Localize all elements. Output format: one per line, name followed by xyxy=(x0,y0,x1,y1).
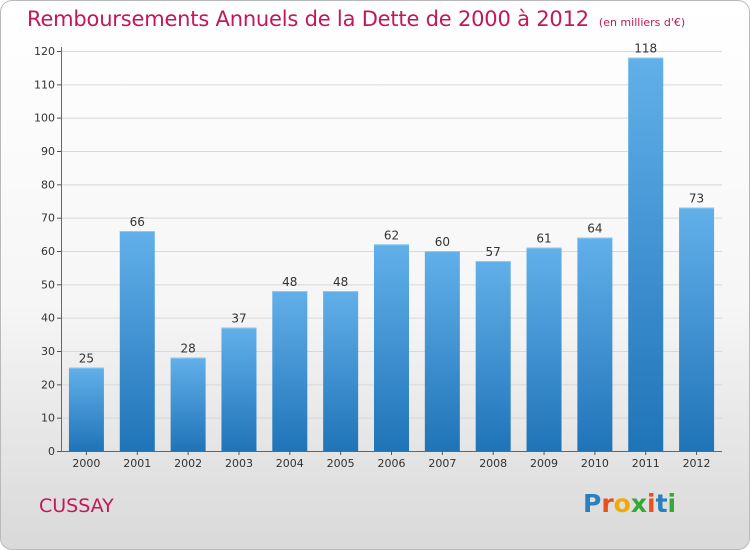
y-tick-label: 60 xyxy=(41,245,55,258)
x-tick-label: 2006 xyxy=(378,457,406,470)
bar xyxy=(272,291,308,451)
logo-letter: t xyxy=(655,489,668,518)
logo-letter: o xyxy=(613,489,631,518)
y-tick-label: 70 xyxy=(41,212,55,225)
value-label: 57 xyxy=(486,245,501,259)
y-tick-label: 10 xyxy=(41,412,55,425)
x-tick-label: 2011 xyxy=(632,457,660,470)
value-label: 73 xyxy=(689,192,704,206)
x-tick-label: 2009 xyxy=(530,457,558,470)
x-axis-ticks: 2000 2001 2002 2003 2004 2005 2006 2007 2008 2009… xyxy=(72,451,711,470)
y-tick-label: 40 xyxy=(41,312,55,325)
chart-title: Remboursements Annuels de la Dette de 20… xyxy=(27,7,589,31)
bar xyxy=(68,367,104,451)
logo-letter: P xyxy=(583,489,602,518)
value-label: 64 xyxy=(587,222,602,236)
value-label: 62 xyxy=(384,228,399,242)
bar xyxy=(577,237,613,451)
y-tick-label: 120 xyxy=(34,45,55,58)
y-axis-ticks: 0 10 20 30 40 50 60 70 80 90 100 110 120 xyxy=(34,45,61,458)
y-tick-label: 20 xyxy=(41,378,55,391)
x-tick-label: 2005 xyxy=(327,457,355,470)
y-tick-label: 30 xyxy=(41,345,55,358)
proxiti-logo: Proxiti xyxy=(583,489,676,518)
logo-letter: x xyxy=(630,489,647,518)
x-tick-label: 2000 xyxy=(72,457,100,470)
y-tick-label: 50 xyxy=(41,278,55,291)
value-label: 61 xyxy=(536,232,551,246)
logo-letter: i xyxy=(647,489,656,518)
bar xyxy=(323,291,359,451)
logo-letter: r xyxy=(601,489,614,518)
x-tick-label: 2002 xyxy=(174,457,202,470)
bar xyxy=(628,57,664,452)
value-label: 118 xyxy=(634,42,657,56)
y-tick-label: 80 xyxy=(41,178,55,191)
place-name: CUSSAY xyxy=(39,495,114,517)
y-tick-label: 90 xyxy=(41,145,55,158)
value-label: 66 xyxy=(130,215,145,229)
x-tick-label: 2001 xyxy=(123,457,151,470)
bar xyxy=(679,207,715,451)
bar xyxy=(526,247,562,451)
logo-letter: i xyxy=(667,489,677,518)
title-row: Remboursements Annuels de la Dette de 20… xyxy=(27,7,685,31)
x-tick-label: 2008 xyxy=(479,457,507,470)
x-tick-label: 2007 xyxy=(428,457,456,470)
bar xyxy=(221,327,257,451)
x-tick-label: 2004 xyxy=(276,457,304,470)
x-tick-label: 2012 xyxy=(683,457,711,470)
value-label: 37 xyxy=(231,312,246,326)
value-label: 48 xyxy=(333,275,348,289)
bar xyxy=(119,231,155,451)
y-tick-label: 0 xyxy=(48,445,55,458)
x-tick-label: 2010 xyxy=(581,457,609,470)
bars xyxy=(68,57,715,452)
bar xyxy=(424,251,460,451)
value-label: 28 xyxy=(180,342,195,356)
chart-unit: (en milliers d'€) xyxy=(598,16,686,29)
bar xyxy=(374,244,409,451)
y-tick-label: 110 xyxy=(34,78,55,91)
value-label: 48 xyxy=(282,275,297,289)
bar xyxy=(475,261,511,451)
value-label: 25 xyxy=(79,352,94,366)
bar xyxy=(170,357,206,451)
x-tick-label: 2003 xyxy=(225,457,253,470)
value-labels: 25 66 28 37 48 48 62 60 57 61 64 118 73 xyxy=(79,42,704,366)
y-tick-label: 100 xyxy=(34,112,55,125)
value-label: 60 xyxy=(435,235,450,249)
